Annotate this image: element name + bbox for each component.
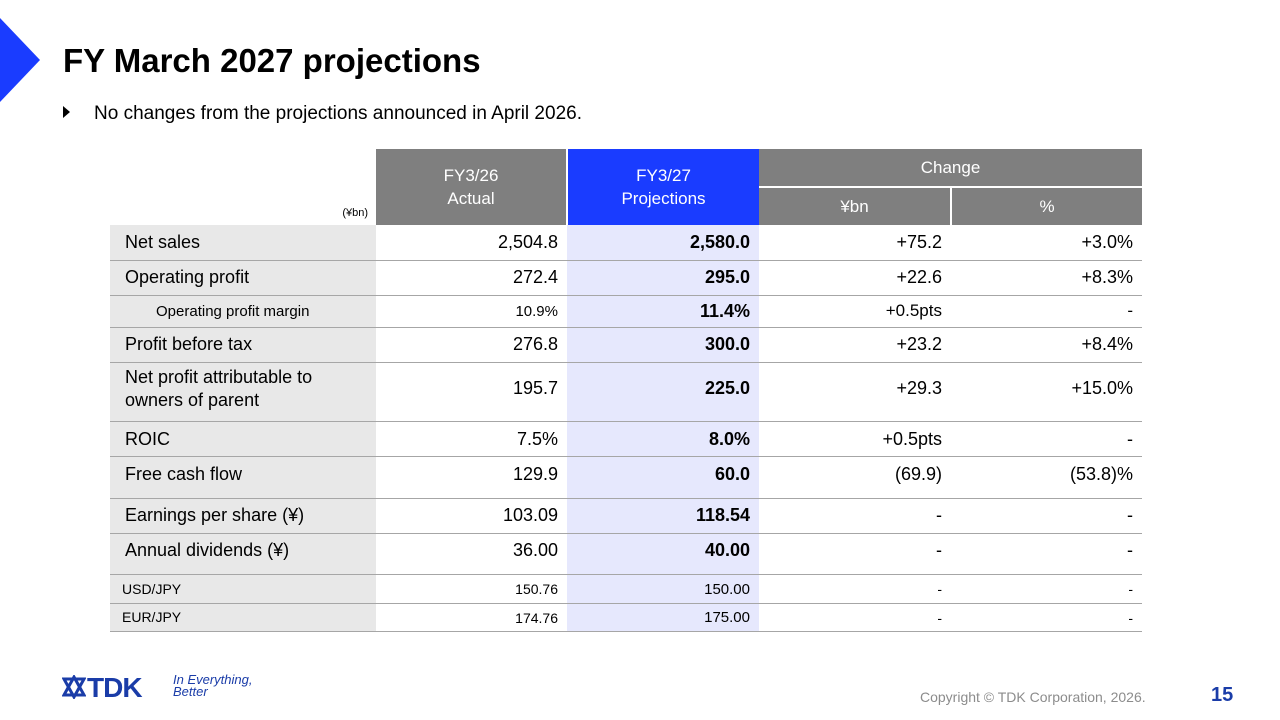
- row-label: Operating profit: [110, 260, 376, 296]
- header-actual-line2: Actual: [447, 189, 495, 208]
- projection-value: 8.0%: [567, 421, 759, 457]
- tagline-line2: Better: [173, 684, 208, 699]
- table-row: Operating profit margin 10.9% 11.4% +0.5…: [110, 295, 1142, 328]
- header-proj-line1: FY3/27: [636, 166, 691, 185]
- table-row: ROIC 7.5% 8.0% +0.5pts -: [110, 421, 1142, 457]
- page-number: 15: [1211, 684, 1234, 706]
- logo-wordmark: TDK: [87, 672, 143, 703]
- logo-tagline: In Everything, Better: [173, 672, 253, 699]
- actual-value: 10.9%: [376, 295, 567, 328]
- change-bn-value: -: [759, 574, 951, 604]
- change-pct-value: (53.8)%: [1069, 463, 1133, 484]
- change-bn-value: -: [759, 603, 951, 632]
- table-row: Net profit attributable to owners of par…: [110, 362, 1142, 415]
- copyright-text: Copyright © TDK Corporation, 2026.: [920, 689, 1146, 705]
- table-row: Free cash flow 129.9 60.0 (69.9) (53.8)%: [110, 456, 1142, 492]
- change-pct-value: -: [1127, 540, 1133, 561]
- actual-value: 36.00: [512, 540, 558, 561]
- table-row: Net sales 2,504.8 2,580.0 +75.2 +3.0%: [110, 225, 1142, 261]
- row-label: Operating profit margin: [110, 295, 376, 328]
- projection-value: 225.0: [567, 362, 759, 415]
- table-row: EUR/JPY 174.76 175.00 - -: [110, 603, 1142, 632]
- projection-value: 40.00: [567, 533, 759, 568]
- row-label: Annual dividends (¥): [110, 533, 376, 568]
- header-change-pct: %: [951, 187, 1142, 225]
- table-row: Profit before tax 276.8 300.0 +23.2 +8.4…: [110, 327, 1142, 363]
- change-bn-value: +0.5pts: [759, 295, 951, 328]
- row-label: Free cash flow: [110, 456, 376, 492]
- actual-value: 272.4: [376, 260, 567, 296]
- header-proj-line2: Projections: [621, 189, 706, 208]
- projection-value: 300.0: [567, 327, 759, 363]
- change-bn-value: +22.6: [759, 260, 951, 296]
- row-label: Net sales: [110, 225, 376, 261]
- row-label: Profit before tax: [110, 327, 376, 363]
- row-label: Earnings per share (¥): [110, 498, 376, 534]
- projection-value: 118.54: [567, 498, 759, 534]
- actual-value: 103.09: [376, 498, 567, 534]
- header-projections: FY3/27 Projections: [567, 149, 759, 225]
- table-row: Annual dividends (¥) 36.00 40.00 - -: [110, 533, 1142, 568]
- change-bn-value: -: [759, 498, 951, 534]
- header-change: Change: [759, 149, 1142, 188]
- actual-value: 174.76: [376, 603, 567, 632]
- actual-value: 195.7: [512, 378, 558, 399]
- change-pct-value: -: [951, 574, 1142, 604]
- table-group-separator: [110, 491, 1142, 499]
- projection-value: 295.0: [567, 260, 759, 296]
- projection-value: 11.4%: [567, 295, 759, 328]
- projection-value: 175.00: [567, 603, 759, 632]
- change-pct-value: -: [951, 498, 1142, 534]
- bullet-arrow-icon: [63, 106, 70, 118]
- row-label: Net profit attributable to owners of par…: [110, 362, 376, 415]
- table-group-separator: [110, 568, 1142, 575]
- projection-value: 2,580.0: [567, 225, 759, 261]
- change-pct-value: +8.3%: [951, 260, 1142, 296]
- actual-value: 129.9: [512, 463, 558, 484]
- change-bn-value: +0.5pts: [759, 421, 951, 457]
- change-pct-value: +3.0%: [951, 225, 1142, 261]
- actual-value: 150.76: [376, 574, 567, 604]
- projections-table: (¥bn) FY3/26 Actual FY3/27 Projections Cha…: [110, 149, 1142, 632]
- change-bn-value: -: [936, 540, 942, 561]
- row-label: USD/JPY: [110, 574, 376, 604]
- change-pct-value: -: [951, 603, 1142, 632]
- table-row: USD/JPY 150.76 150.00 - -: [110, 574, 1142, 604]
- change-pct-value: -: [951, 421, 1142, 457]
- actual-value: 7.5%: [376, 421, 567, 457]
- change-bn-value: (69.9): [894, 463, 942, 484]
- projection-value: 150.00: [567, 574, 759, 604]
- projection-value: 60.0: [567, 456, 759, 492]
- actual-value: 2,504.8: [376, 225, 567, 261]
- bullet-note: No changes from the projections announce…: [63, 103, 582, 125]
- tagline-line1: In Everything,: [173, 672, 253, 687]
- change-bn-value: +23.2: [759, 327, 951, 363]
- row-label: EUR/JPY: [110, 603, 376, 632]
- header-actual: FY3/26 Actual: [376, 149, 568, 225]
- page-title: FY March 2027 projections: [63, 42, 481, 79]
- table-header-row: (¥bn) FY3/26 Actual FY3/27 Projections Cha…: [110, 149, 1142, 225]
- change-pct-value: -: [951, 295, 1142, 328]
- table-group-separator: [110, 415, 1142, 422]
- table-row: Earnings per share (¥) 103.09 118.54 - -: [110, 498, 1142, 534]
- change-pct-value: +15.0%: [1071, 378, 1133, 399]
- header-change-bn: ¥bn: [759, 187, 952, 225]
- table-row: Operating profit 272.4 295.0 +22.6 +8.3%: [110, 260, 1142, 296]
- change-bn-value: +29.3: [896, 378, 942, 399]
- corner-accent-arrow: [0, 18, 40, 102]
- change-pct-value: +8.4%: [951, 327, 1142, 363]
- row-label: ROIC: [110, 421, 376, 457]
- bullet-text: No changes from the projections announce…: [94, 103, 582, 124]
- tdk-emblem-icon: [62, 675, 86, 699]
- unit-label: (¥bn): [342, 207, 368, 219]
- table-subheader-row: ¥bn %: [110, 187, 1142, 225]
- actual-value: 276.8: [376, 327, 567, 363]
- change-bn-value: +75.2: [759, 225, 951, 261]
- header-actual-line1: FY3/26: [443, 166, 499, 185]
